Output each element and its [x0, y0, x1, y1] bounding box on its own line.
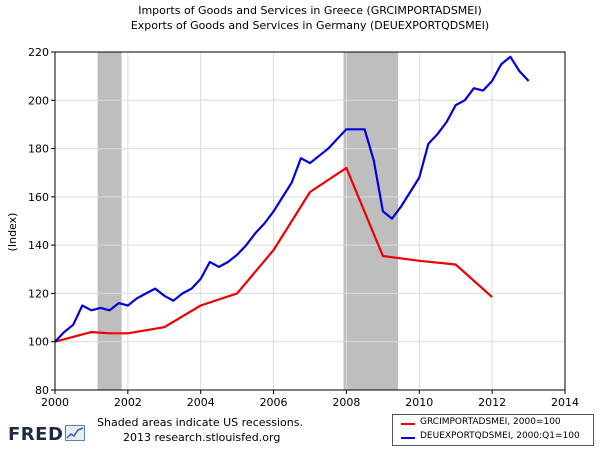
chart-title-line-2: Exports of Goods and Services in Germany…: [131, 19, 489, 32]
series-line-greece-imports: [54, 166, 493, 343]
x-tick-label: 2004: [187, 396, 215, 409]
x-tick-label: 2000: [41, 396, 69, 409]
axis-ticks: 80 100 120 140 160 180 200 220 2000 2002 2004 2006 2…: [28, 46, 579, 409]
y-axis-label: (Index): [6, 213, 19, 252]
x-tick-label: 2006: [260, 396, 288, 409]
y-tick-label: 180: [28, 143, 49, 156]
y-tick-label: 100: [28, 336, 49, 349]
source-note: 2013 research.stlouisfed.org: [123, 431, 281, 444]
x-tick-label: 2010: [405, 396, 433, 409]
x-tick-label: 2002: [114, 396, 142, 409]
y-tick-label: 140: [28, 239, 49, 252]
y-tick-label: 200: [28, 94, 49, 107]
legend-swatch-red: [401, 423, 415, 425]
recession-band: [343, 52, 399, 390]
legend: GRCIMPORTADSMEI, 2000=100 DEUEXPORTQDSME…: [392, 414, 594, 446]
legend-swatch-blue: [401, 437, 415, 439]
legend-label: DEUEXPORTQDSMEI, 2000:Q1=100: [420, 431, 580, 441]
fred-logo: FRED: [8, 424, 86, 446]
x-tick-label: 2008: [332, 396, 360, 409]
plot-area-border: [54, 51, 566, 391]
chart-title-line-1: Imports of Goods and Services in Greece …: [138, 4, 482, 17]
recession-note: Shaded areas indicate US recessions.: [97, 416, 303, 429]
y-tick-label: 80: [35, 384, 49, 397]
legend-item-greece-imports: GRCIMPORTADSMEI, 2000=100: [393, 417, 593, 431]
recession-shading: [97, 52, 399, 390]
x-tick-label: 2012: [478, 396, 506, 409]
series-lines: [54, 55, 530, 343]
y-tick-label: 120: [28, 287, 49, 300]
y-tick-label: 220: [28, 46, 49, 59]
legend-item-germany-exports: DEUEXPORTQDSMEI, 2000:Q1=100: [393, 431, 593, 445]
legend-label: GRCIMPORTADSMEI, 2000=100: [420, 417, 561, 427]
y-tick-label: 160: [28, 191, 49, 204]
graph-icon: [65, 424, 86, 446]
x-tick-label: 2014: [551, 396, 579, 409]
recession-band: [97, 52, 122, 390]
fred-logo-text: FRED: [8, 424, 64, 445]
grid: [54, 51, 566, 391]
series-line-germany-exports: [54, 55, 530, 343]
